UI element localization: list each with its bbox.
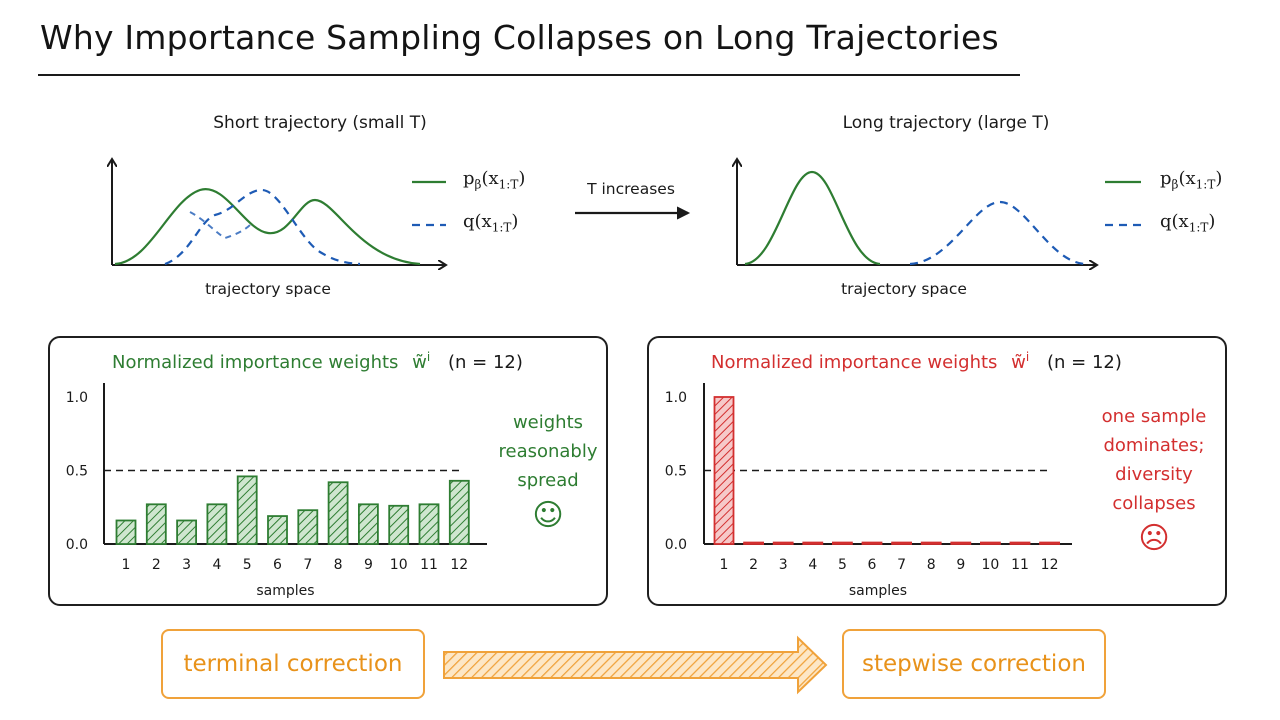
legend-p-label-right: pβ(x1:T) — [1160, 168, 1223, 192]
bar-2 — [145, 503, 167, 545]
x-tick-label: 4 — [212, 557, 221, 573]
legend-q-label-left: q(x1:T) — [463, 211, 519, 235]
x-tick-label: 12 — [1041, 557, 1059, 573]
short-q-curve — [164, 188, 361, 266]
long-p-curve — [744, 170, 881, 266]
page-title: Why Importance Sampling Collapses on Lon… — [40, 18, 999, 57]
short-q-curve-inner — [189, 211, 251, 240]
x-tick-label: 3 — [182, 557, 191, 573]
bar-1 — [115, 519, 137, 545]
x-tick-label: 7 — [897, 557, 906, 573]
x-tick-label: 2 — [749, 557, 758, 573]
y-tick-label: 0.0 — [665, 537, 687, 553]
x-tick-label: 1 — [122, 557, 131, 573]
x-tick-label: 2 — [152, 557, 161, 573]
sad-face-icon: ☹ — [1138, 521, 1170, 556]
legend-q-label-right: q(x1:T) — [1160, 211, 1216, 235]
bar-11 — [418, 503, 440, 545]
long-axes — [737, 160, 1096, 265]
x-tick-label: 5 — [243, 557, 252, 573]
bar-10 — [980, 541, 1001, 545]
x-tick-label: 8 — [927, 557, 936, 573]
x-tick-label: 10 — [981, 557, 999, 573]
bar-6 — [267, 515, 288, 545]
bar-12 — [1039, 541, 1060, 545]
bar-9 — [357, 503, 379, 545]
x-tick-label: 3 — [779, 557, 788, 573]
bar-3 — [772, 541, 794, 545]
x-tick-label: 7 — [303, 557, 312, 573]
title-underline — [38, 74, 1020, 76]
x-tick-label: 5 — [838, 557, 847, 573]
long-q-curve — [909, 200, 1086, 266]
short-p-curve — [114, 188, 421, 266]
terminal-correction-box: terminal correction — [161, 629, 425, 699]
t-increases-label: T increases — [587, 180, 675, 198]
correction-arrow — [443, 635, 828, 695]
long-trajectory-title: Long trajectory (large T) — [842, 113, 1050, 133]
bar-5 — [832, 541, 853, 545]
x-tick-label: 12 — [450, 557, 468, 573]
bar-8 — [920, 541, 942, 545]
y-tick-label: 0.5 — [66, 464, 88, 480]
x-tick-label: 6 — [868, 557, 877, 573]
x-tick-label: 8 — [334, 557, 343, 573]
x-axis-label: samples — [256, 583, 314, 599]
x-tick-label: 9 — [956, 557, 965, 573]
long-xlabel: trajectory space — [841, 280, 967, 298]
x-tick-label: 4 — [808, 557, 817, 573]
short-weights-box — [48, 336, 608, 606]
bar-2 — [743, 541, 764, 545]
x-tick-label: 6 — [273, 557, 282, 573]
legend-p-label-left: pβ(x1:T) — [463, 168, 526, 192]
long-note: one sample dominates; diversity collapse… — [1101, 406, 1207, 556]
smile-face-icon: ☺ — [532, 498, 564, 533]
x-axis-label: samples — [849, 583, 907, 599]
bar-10 — [388, 504, 410, 545]
bar-3 — [176, 519, 198, 545]
long-weights-title: Normalized importance weights w̃i (n = 1… — [711, 350, 1122, 373]
bar-4 — [802, 541, 824, 545]
x-tick-label: 11 — [420, 557, 438, 573]
bar-5 — [236, 475, 258, 545]
stepwise-correction-box: stepwise correction — [842, 629, 1106, 699]
bar-7 — [891, 541, 912, 545]
bar-7 — [297, 509, 319, 545]
bar-1 — [713, 396, 735, 545]
bar-9 — [950, 541, 972, 545]
y-tick-label: 0.0 — [66, 537, 88, 553]
short-axes — [112, 160, 445, 265]
bar-8 — [327, 481, 349, 545]
y-tick-label: 0.5 — [665, 464, 687, 480]
long-weights-box — [647, 336, 1227, 606]
bar-12 — [448, 479, 470, 545]
x-tick-label: 11 — [1011, 557, 1029, 573]
x-tick-label: 10 — [390, 557, 408, 573]
bar-4 — [206, 503, 228, 545]
short-weights-title: Normalized importance weights w̃i (n = 1… — [112, 350, 523, 373]
short-trajectory-title: Short trajectory (small T) — [213, 113, 427, 133]
x-tick-label: 1 — [720, 557, 729, 573]
bar-11 — [1009, 541, 1031, 545]
short-note: weights reasonably spread ☺ — [498, 412, 598, 533]
y-tick-label: 1.0 — [665, 390, 687, 406]
y-tick-label: 1.0 — [66, 390, 88, 406]
x-tick-label: 9 — [364, 557, 373, 573]
bar-6 — [861, 541, 883, 545]
short-xlabel: trajectory space — [205, 280, 331, 298]
